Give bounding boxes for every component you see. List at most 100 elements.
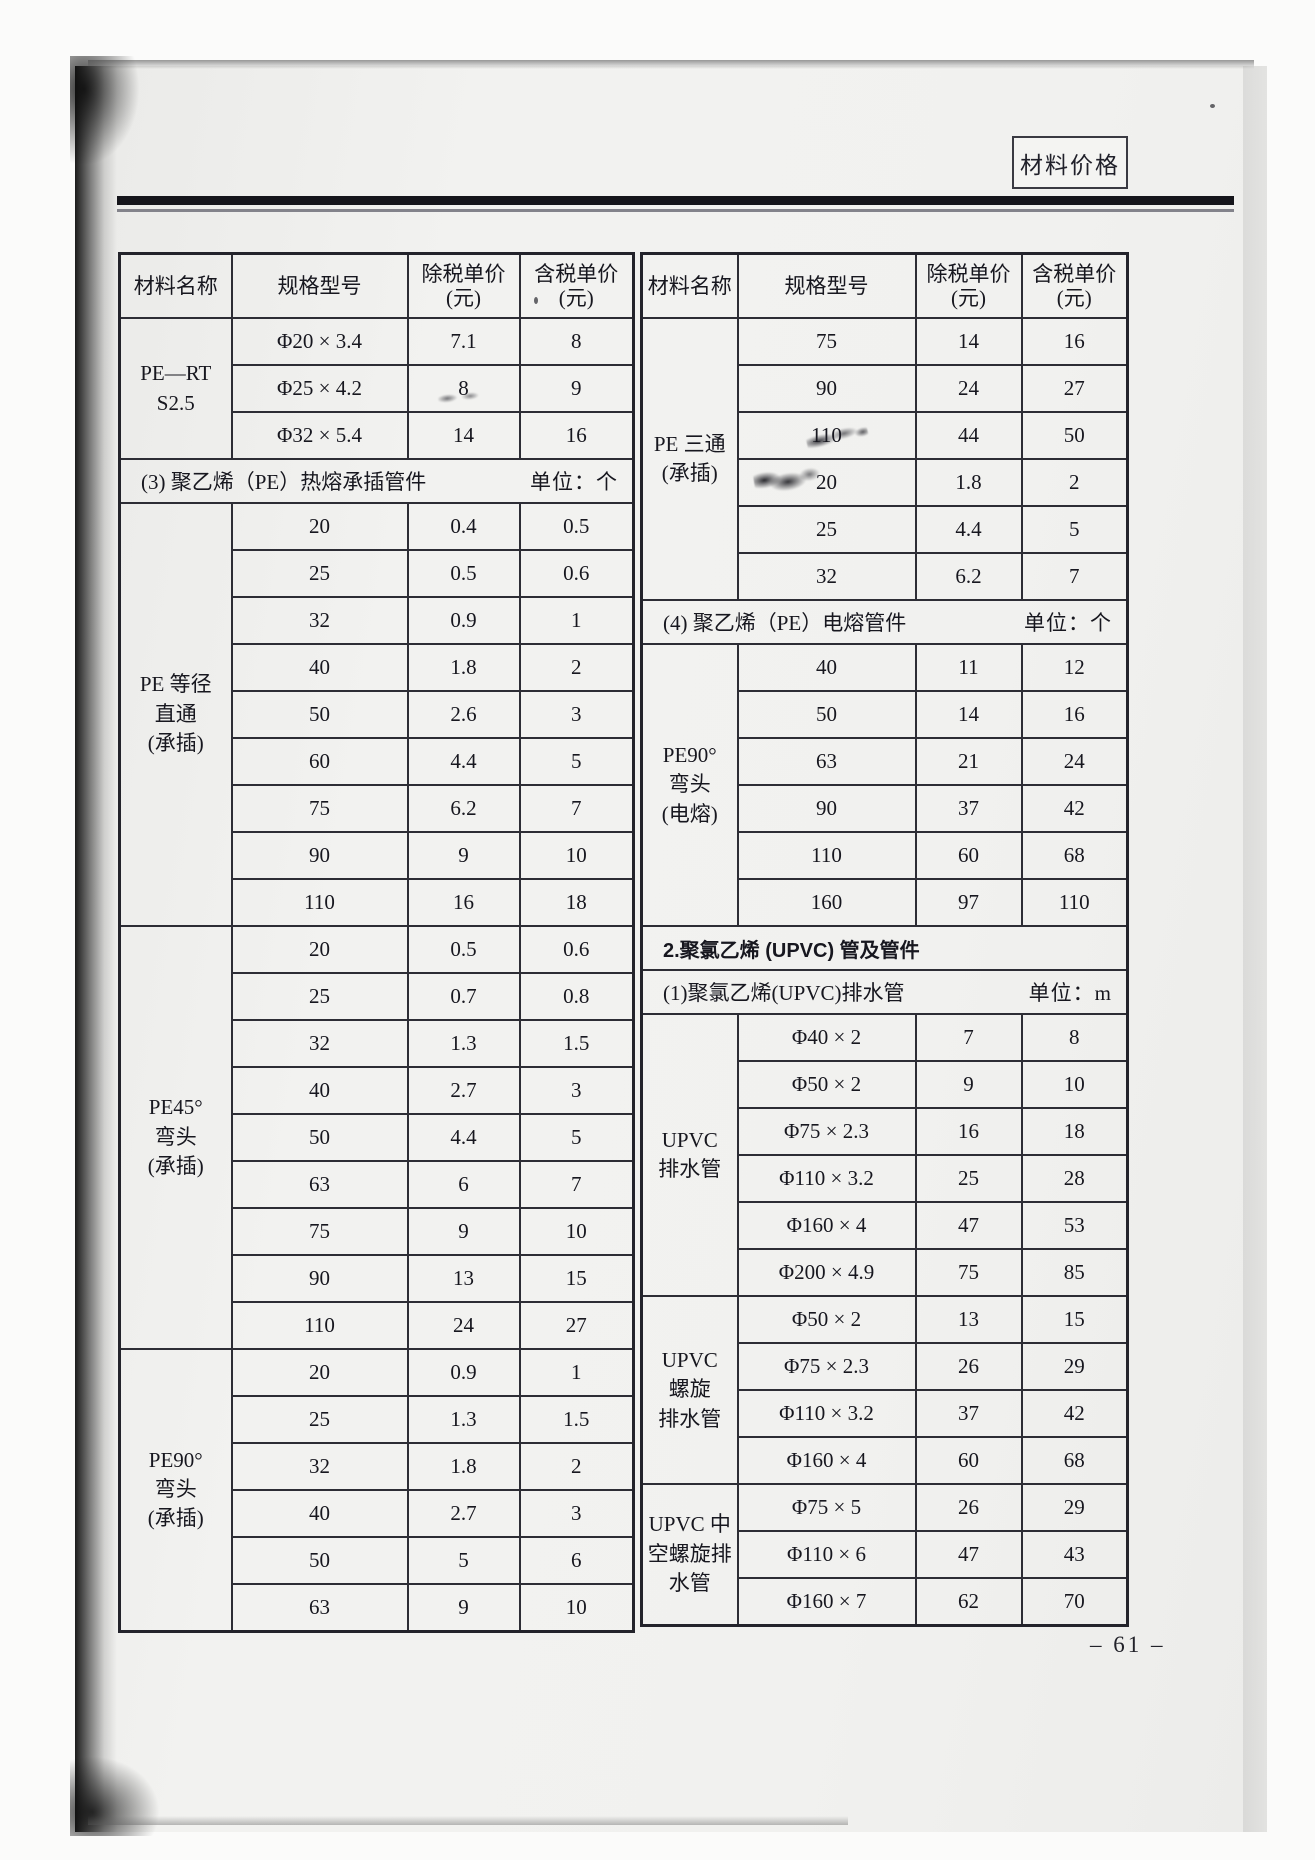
spec-cell: 75 — [736, 317, 917, 366]
price-inc-tax-cell: 16 — [1020, 690, 1129, 739]
price-ex-tax-cell: 21 — [914, 737, 1023, 786]
price-ex-tax-cell: 8 — [406, 364, 521, 413]
spec-cell: 63 — [230, 1160, 409, 1209]
table-row: 63 21 24 — [642, 737, 1129, 786]
column-header: 规格型号 — [736, 252, 917, 319]
table-row: PE—RT S2.5 Φ20 × 3.4 7.1 8 — [118, 317, 635, 460]
price-ex-tax-cell: 14 — [914, 690, 1023, 739]
table-row: UPVC 螺旋 排水管 Φ50 × 2 13 15 — [640, 1295, 1129, 1485]
header-rule-thin — [117, 209, 1234, 212]
price-inc-tax-cell: 27 — [518, 1301, 635, 1350]
material-name-cell: UPVC 螺旋 排水管 — [640, 1295, 739, 1485]
section-header-row: (3) 聚乙烯（PE）热熔承插管件 单位：个 — [118, 458, 635, 504]
spec-cell: Φ25 × 4.2 — [230, 364, 409, 413]
price-inc-tax-cell: 10 — [518, 1583, 635, 1632]
price-inc-tax-cell: 9 — [518, 364, 635, 413]
price-ex-tax-cell: 7 — [914, 1013, 1023, 1062]
table-row: 25 0.5 0.6 — [120, 549, 635, 598]
scan-shadow-top-left — [70, 56, 140, 166]
table-row: Φ160 × 7 62 70 — [642, 1577, 1129, 1626]
spec-cell: 110 — [736, 831, 917, 880]
price-ex-tax-cell: 0.5 — [406, 925, 521, 974]
table-row: 40 2.7 3 — [120, 1489, 635, 1538]
section-title: (4) 聚乙烯（PE）电熔管件 — [663, 611, 907, 635]
price-inc-tax-cell: 68 — [1020, 1436, 1129, 1485]
price-ex-tax-cell: 6.2 — [406, 784, 521, 833]
table-row: PE90° 弯头 (电熔) 40 11 12 — [640, 643, 1129, 927]
price-inc-tax-cell: 7 — [518, 1160, 635, 1209]
price-ex-tax-cell: 13 — [406, 1254, 521, 1303]
spec-cell: 50 — [230, 1113, 409, 1162]
table-row: 32 1.3 1.5 — [120, 1019, 635, 1068]
spec-cell: Φ160 × 7 — [736, 1577, 917, 1626]
table-row: PE 等径 直通 (承插) 20 0.4 0.5 — [118, 502, 635, 927]
price-inc-tax-cell: 12 — [1020, 643, 1129, 692]
price-table-right: 材料名称 规格型号 除税单价 (元) 含税单价 (元) PE 三通 (承插) 75 14 16… — [640, 252, 1129, 1627]
price-inc-tax-cell: 15 — [518, 1254, 635, 1303]
spec-cell: 20 — [230, 502, 409, 551]
price-inc-tax-cell: 10 — [518, 1207, 635, 1256]
price-ex-tax-cell: 26 — [914, 1342, 1023, 1391]
price-ex-tax-cell: 0.5 — [406, 549, 521, 598]
material-name-cell: PE45° 弯头 (承插) — [118, 925, 233, 1350]
spec-cell: 50 — [736, 690, 917, 739]
price-ex-tax-cell: 1.8 — [914, 458, 1023, 507]
table-row: 32 0.9 1 — [120, 596, 635, 645]
spec-cell: Φ110 × 6 — [736, 1530, 917, 1579]
spec-cell: Φ20 × 3.4 — [230, 317, 409, 366]
price-ex-tax-cell: 44 — [914, 411, 1023, 460]
price-ex-tax-cell: 60 — [914, 831, 1023, 880]
spec-cell: 60 — [230, 737, 409, 786]
price-inc-tax-cell: 16 — [518, 411, 635, 460]
price-inc-tax-cell: 0.5 — [518, 502, 635, 551]
price-ex-tax-cell: 9 — [914, 1060, 1023, 1109]
material-name-cell: PE—RT S2.5 — [118, 317, 233, 460]
price-ex-tax-cell: 6.2 — [914, 552, 1023, 601]
table-row: Φ32 × 5.4 14 16 — [120, 411, 635, 460]
price-inc-tax-cell: 1 — [518, 1348, 635, 1397]
material-name-cell: PE 等径 直通 (承插) — [118, 502, 233, 927]
spec-cell: Φ75 × 2.3 — [736, 1107, 917, 1156]
price-ex-tax-cell: 47 — [914, 1201, 1023, 1250]
price-inc-tax-cell: 0.6 — [518, 549, 635, 598]
table-row: Φ160 × 4 47 53 — [642, 1201, 1129, 1250]
page-number: – 61 – — [1090, 1632, 1166, 1657]
price-inc-tax-cell: 0.6 — [518, 925, 635, 974]
section-title: 2.聚氯乙烯 (UPVC) 管及管件 — [663, 939, 920, 962]
book-binding-shadow — [75, 66, 117, 1832]
table-row: 50 5 6 — [120, 1536, 635, 1585]
price-ex-tax-cell: 9 — [406, 831, 521, 880]
price-ex-tax-cell: 0.9 — [406, 1348, 521, 1397]
scan-edge-top — [88, 60, 1254, 69]
price-inc-tax-cell: 50 — [1020, 411, 1129, 460]
table-row: PE90° 弯头 (承插) 20 0.9 1 — [118, 1348, 635, 1632]
price-ex-tax-cell: 47 — [914, 1530, 1023, 1579]
column-header: 材料名称 — [640, 252, 739, 319]
section-title: (1)聚氯乙烯(UPVC)排水管 — [663, 981, 905, 1005]
table-row: Φ25 × 4.2 8 9 — [120, 364, 635, 413]
section-title: (3) 聚乙烯（PE）热熔承插管件 — [141, 470, 427, 494]
price-ex-tax-cell: 37 — [914, 1389, 1023, 1438]
price-inc-tax-cell: 2 — [1020, 458, 1129, 507]
price-inc-tax-cell: 43 — [1020, 1530, 1129, 1579]
price-inc-tax-cell: 0.8 — [518, 972, 635, 1021]
spec-cell: Φ75 × 2.3 — [736, 1342, 917, 1391]
price-inc-tax-cell: 1.5 — [518, 1395, 635, 1444]
spec-cell: 90 — [736, 364, 917, 413]
spec-cell: 32 — [736, 552, 917, 601]
price-ex-tax-cell: 97 — [914, 878, 1023, 927]
price-inc-tax-cell: 28 — [1020, 1154, 1129, 1203]
table-row: 90 37 42 — [642, 784, 1129, 833]
spec-cell: 90 — [230, 831, 409, 880]
table-row: PE 三通 (承插) 75 14 16 — [640, 317, 1129, 601]
table-row: Φ75 × 2.3 26 29 — [642, 1342, 1129, 1391]
price-ex-tax-cell: 75 — [914, 1248, 1023, 1297]
section-unit: 单位：个 — [530, 470, 618, 494]
spec-cell: Φ32 × 5.4 — [230, 411, 409, 460]
price-inc-tax-cell: 6 — [518, 1536, 635, 1585]
price-inc-tax-cell: 18 — [518, 878, 635, 927]
price-inc-tax-cell: 1 — [518, 596, 635, 645]
price-ex-tax-cell: 1.8 — [406, 1442, 521, 1491]
material-name-cell: UPVC 中 空螺旋排 水管 — [640, 1483, 739, 1626]
price-ex-tax-cell: 0.7 — [406, 972, 521, 1021]
